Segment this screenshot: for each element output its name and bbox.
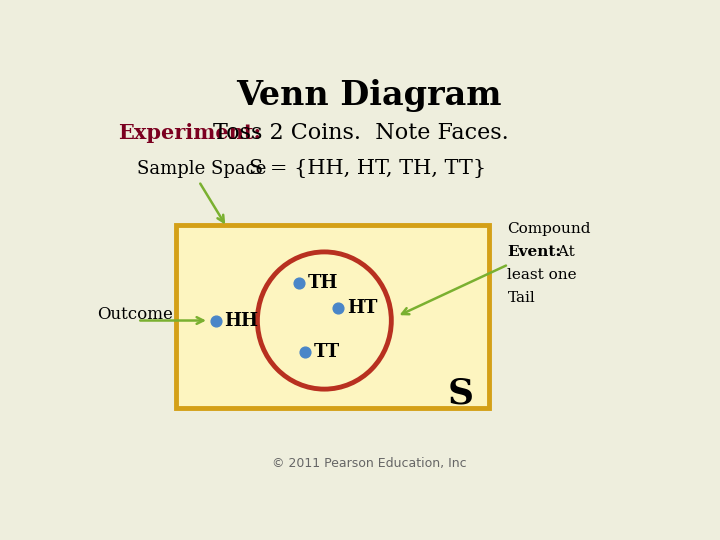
Text: S: S	[448, 376, 474, 410]
Text: At: At	[553, 245, 575, 259]
Text: Tail: Tail	[508, 291, 535, 305]
Text: Event:: Event:	[508, 245, 562, 259]
Text: S = {HH, HT, TH, TT}: S = {HH, HT, TH, TT}	[249, 159, 486, 178]
Point	[333, 303, 344, 312]
Text: Venn Diagram: Venn Diagram	[236, 79, 502, 112]
Bar	[176, 225, 489, 408]
Text: Outcome: Outcome	[96, 306, 173, 323]
Point	[294, 279, 305, 287]
Text: HH: HH	[225, 312, 258, 329]
Text: HT: HT	[347, 299, 377, 317]
Text: TH: TH	[308, 274, 338, 292]
Text: © 2011 Pearson Education, Inc: © 2011 Pearson Education, Inc	[271, 457, 467, 470]
Point	[210, 316, 221, 325]
Ellipse shape	[258, 252, 392, 389]
Text: Sample Space: Sample Space	[138, 160, 267, 178]
Text: least one: least one	[508, 268, 577, 282]
Text: TT: TT	[314, 343, 340, 361]
Text: Toss 2 Coins.  Note Faces.: Toss 2 Coins. Note Faces.	[213, 123, 508, 144]
Text: Compound: Compound	[508, 222, 591, 236]
Text: Experiment:: Experiment:	[118, 124, 261, 144]
Point	[299, 347, 310, 356]
